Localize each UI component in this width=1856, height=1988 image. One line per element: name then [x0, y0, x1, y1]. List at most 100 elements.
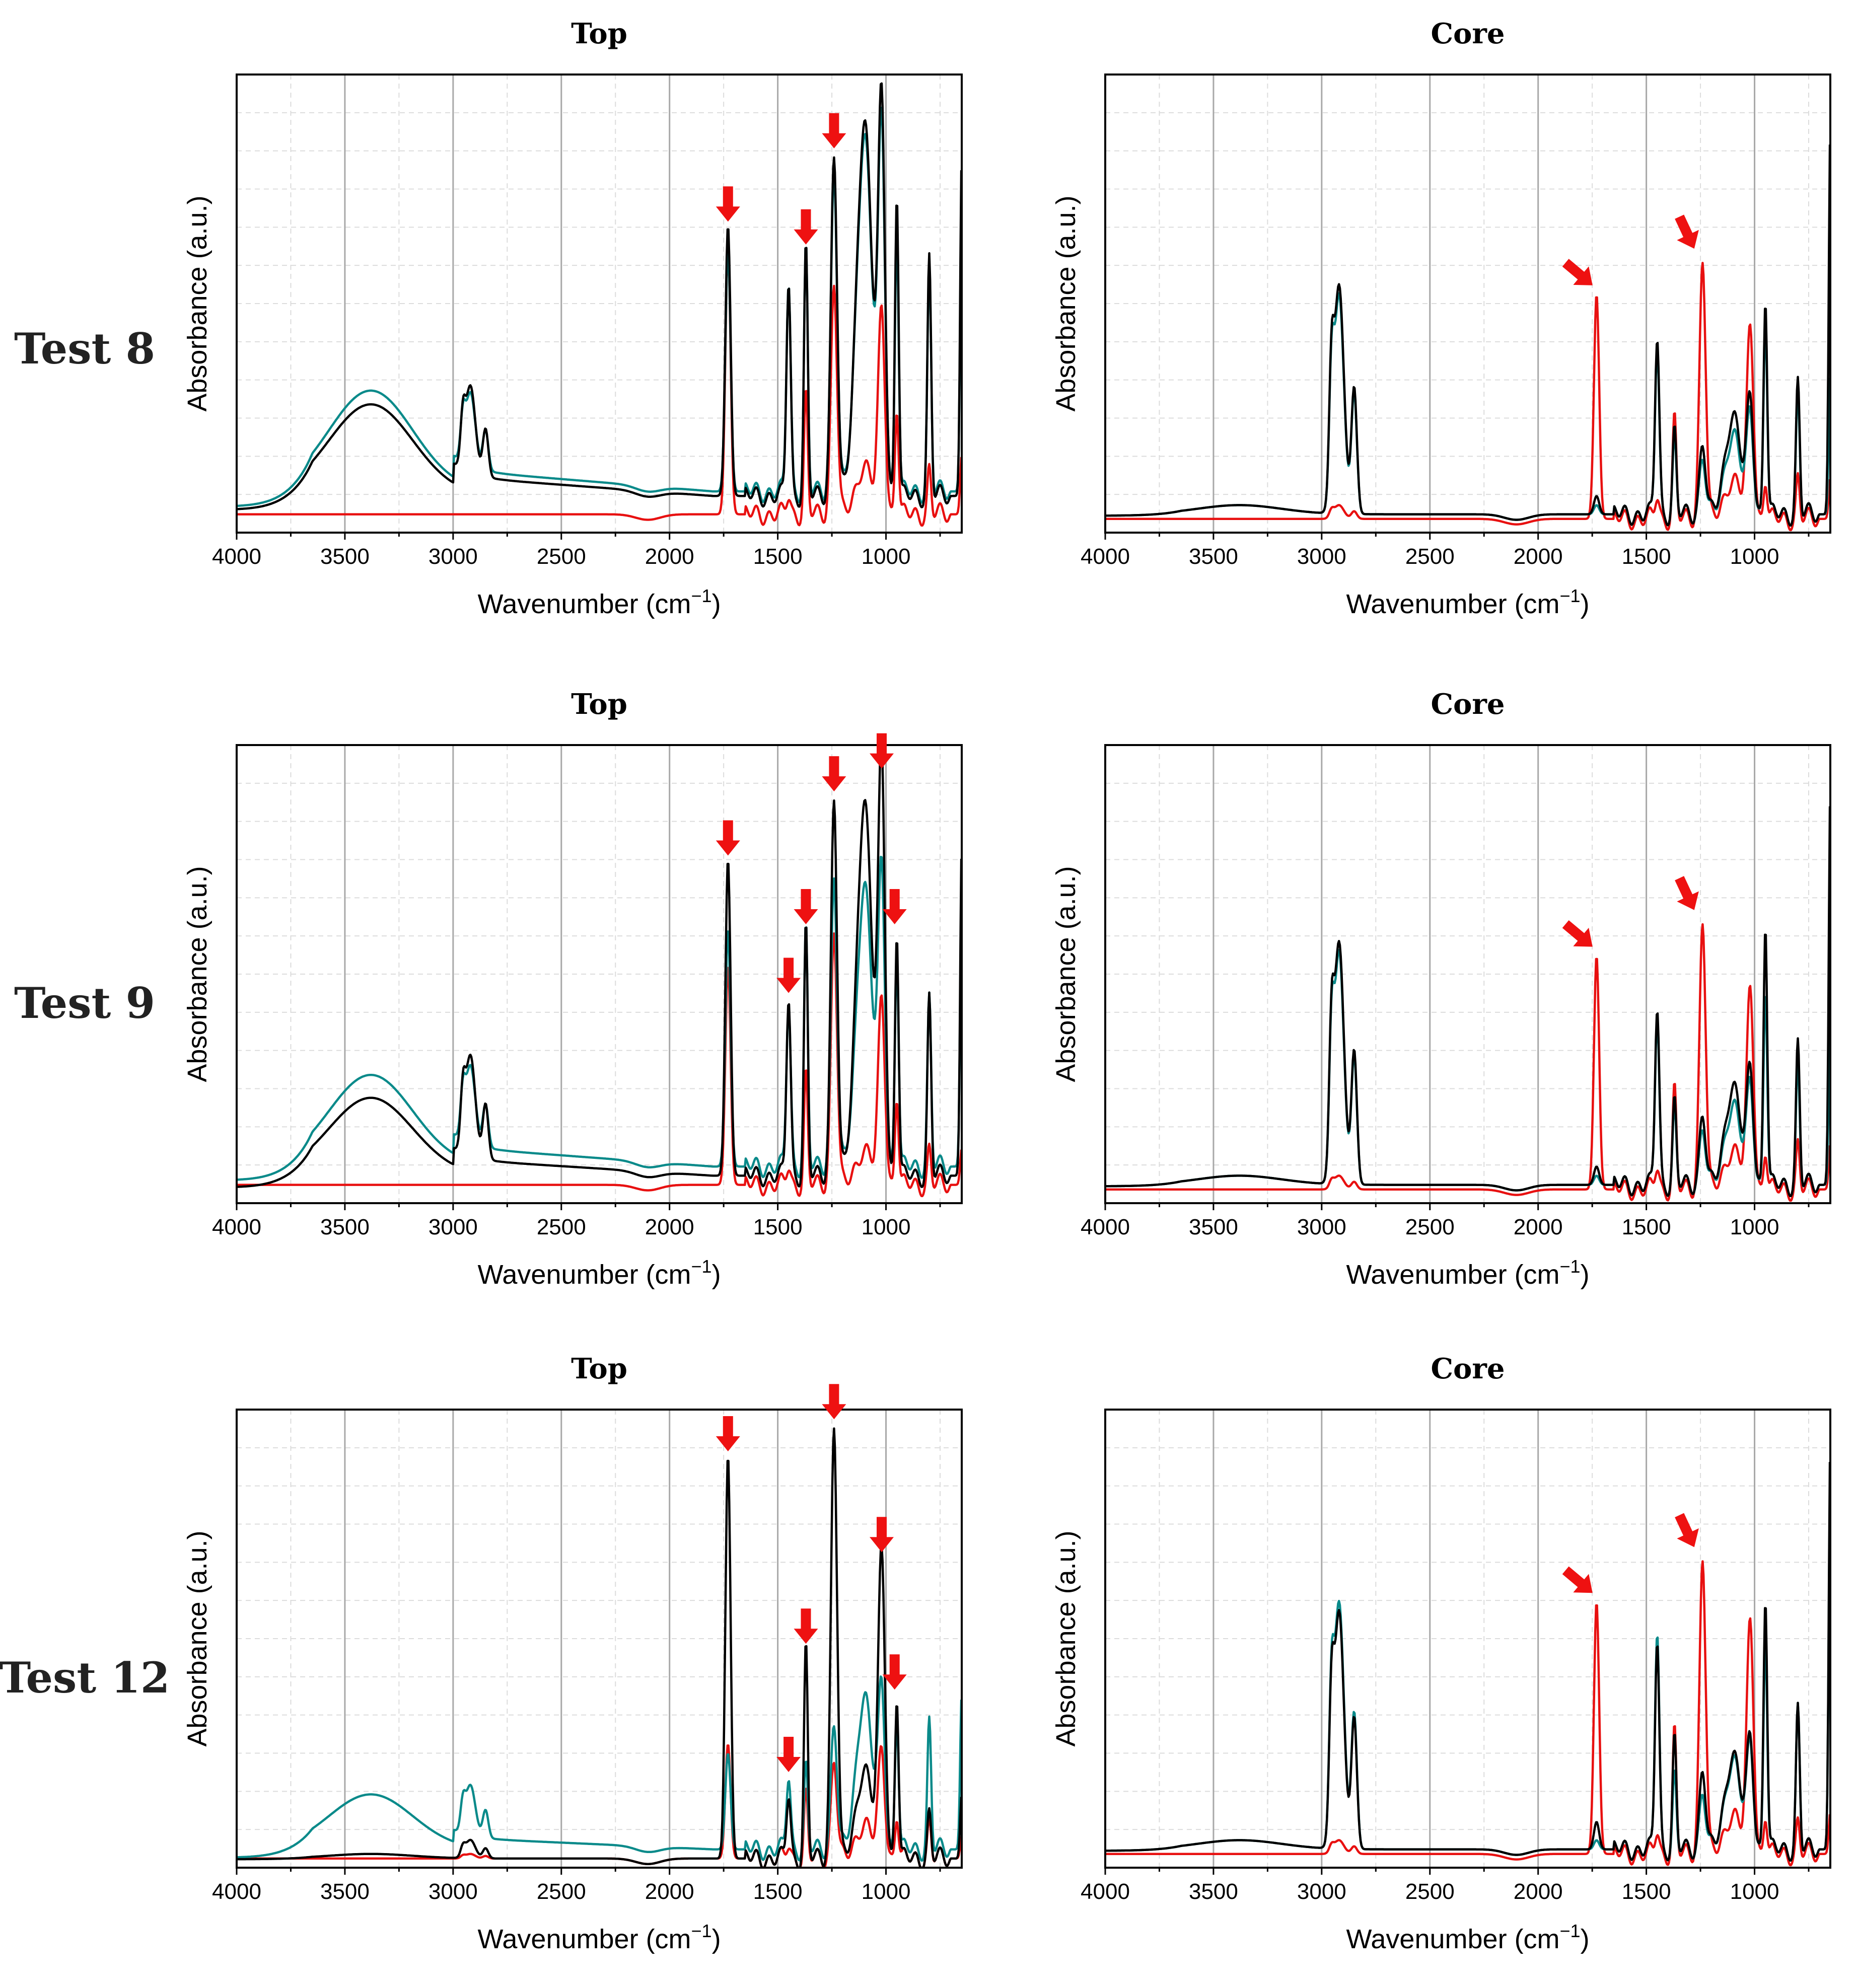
x-tick-label: 1000 — [862, 1879, 911, 1904]
x-axis-label: Wavenumber (cm−1) — [1346, 1921, 1589, 1954]
series-group — [1105, 1462, 1830, 1867]
peak-arrow — [716, 1416, 740, 1451]
x-tick-label: 3500 — [320, 544, 370, 569]
peak-arrow — [1675, 214, 1699, 249]
grid — [1105, 75, 1830, 533]
y-axis-label: Absorbance (a.u.) — [1051, 866, 1081, 1082]
panels: Top 4000 3500 3000 2500 2000 1500 1000 Wavenumbe… — [182, 17, 1831, 1954]
x-tick-label: 3000 — [1297, 1215, 1346, 1239]
series-red — [1105, 262, 1830, 532]
series-group — [1105, 806, 1830, 1202]
peak-arrow — [870, 733, 894, 769]
x-tick-label: 1000 — [1730, 1215, 1779, 1239]
series-group — [237, 1427, 962, 1868]
series-group — [237, 82, 962, 527]
x-tick-label: 3500 — [320, 1879, 370, 1904]
peak-arrow — [822, 1384, 846, 1420]
x-tick-label: 3500 — [1189, 1215, 1238, 1239]
peak-arrow — [1562, 259, 1593, 285]
x-tick-label: 1500 — [1622, 544, 1671, 569]
x-tick-label: 2000 — [1514, 1215, 1563, 1239]
x-tick-label: 4000 — [212, 1215, 261, 1239]
x-tick-label: 1500 — [1622, 1215, 1671, 1239]
chart-panel-0-1: Core 4000 3500 3000 2500 2000 1500 1000 Wavenumb… — [1051, 17, 1831, 619]
x-tick-label: 1500 — [753, 544, 803, 569]
series-black — [237, 745, 962, 1188]
y-axis-label: Absorbance (a.u.) — [1051, 195, 1081, 411]
series-red — [1105, 923, 1830, 1202]
x-tick-label: 1000 — [862, 1215, 911, 1239]
x-tick-label: 4000 — [1081, 1879, 1130, 1904]
x-tick-label: 1000 — [1730, 544, 1779, 569]
x-axis-label: Wavenumber (cm−1) — [477, 585, 721, 619]
grid — [1105, 1410, 1830, 1868]
x-axis-label: Wavenumber (cm−1) — [1346, 1256, 1589, 1290]
x-tick-label: 2000 — [645, 544, 694, 569]
series-red — [237, 251, 962, 527]
x-tick-label: 2000 — [645, 1215, 694, 1239]
x-tick-label: 4000 — [212, 1879, 261, 1904]
peak-arrow — [822, 113, 846, 149]
x-tick-label: 2000 — [1514, 1879, 1563, 1904]
grid — [1105, 745, 1830, 1203]
x-tick-label: 2000 — [645, 1879, 694, 1904]
peak-arrow — [1675, 1513, 1699, 1548]
x-tick-label: 2500 — [537, 544, 586, 569]
peak-arrow — [716, 820, 740, 856]
panel-title: Top — [571, 17, 627, 50]
peak-arrow — [776, 958, 801, 993]
x-tick-label: 3000 — [1297, 1879, 1346, 1904]
x-axis-label: Wavenumber (cm−1) — [477, 1256, 721, 1290]
chart-panel-1-0: Top 4000 3500 3000 2500 2000 1500 1000 Wavenumbe… — [182, 688, 963, 1290]
peak-arrow — [776, 1737, 801, 1772]
x-tick-label: 2500 — [1405, 1215, 1455, 1239]
x-tick-label: 1500 — [753, 1215, 803, 1239]
plot-frame — [236, 73, 963, 534]
row-label: Test 8 — [14, 324, 155, 374]
peak-arrow — [870, 1517, 894, 1553]
peak-arrow — [822, 756, 846, 792]
peak-arrow — [794, 1608, 818, 1644]
x-tick-label: 1000 — [862, 544, 911, 569]
plot-frame — [1104, 1409, 1831, 1869]
x-tick-label: 3000 — [1297, 544, 1346, 569]
series-group — [237, 745, 962, 1198]
x-tick-label: 3500 — [1189, 544, 1238, 569]
series-black — [237, 82, 962, 510]
series-group — [1105, 144, 1830, 532]
x-axis-label: Wavenumber (cm−1) — [1346, 585, 1589, 619]
chart-panel-2-1: Core 4000 3500 3000 2500 2000 1500 1000 Wavenumb… — [1051, 1352, 1831, 1954]
chart-panel-0-0: Top 4000 3500 3000 2500 2000 1500 1000 Wavenumbe… — [182, 17, 963, 619]
panel-title: Top — [571, 688, 627, 721]
series-red — [1105, 1560, 1830, 1867]
y-axis-label: Absorbance (a.u.) — [182, 195, 212, 411]
x-tick-label: 2500 — [537, 1215, 586, 1239]
plot-frame — [1104, 73, 1831, 534]
plot-frame — [236, 1409, 963, 1869]
x-tick-label: 2500 — [1405, 1879, 1455, 1904]
row-label: Test 12 — [0, 1653, 170, 1703]
peak-arrow — [1562, 1566, 1593, 1593]
chart-panel-1-1: Core 4000 3500 3000 2500 2000 1500 1000 Wavenumb… — [1051, 688, 1831, 1290]
x-tick-label: 4000 — [1081, 544, 1130, 569]
x-tick-label: 4000 — [212, 544, 261, 569]
grid — [237, 75, 962, 533]
plot-frame — [236, 744, 963, 1204]
series-black — [1105, 806, 1830, 1198]
series-red — [237, 932, 962, 1198]
y-axis-label: Absorbance (a.u.) — [182, 866, 212, 1082]
peak-arrow — [716, 186, 740, 222]
plot-frame — [1104, 744, 1831, 1204]
x-tick-label: 3000 — [429, 1879, 478, 1904]
panel-title: Top — [571, 1352, 627, 1385]
x-tick-label: 1500 — [1622, 1879, 1671, 1904]
x-tick-label: 2000 — [1514, 544, 1563, 569]
x-tick-label: 1000 — [1730, 1879, 1779, 1904]
chart-panel-2-0: Top 4000 3500 3000 2500 2000 1500 1000 Wavenumbe… — [182, 1352, 963, 1954]
peak-arrow — [794, 889, 818, 924]
x-tick-label: 4000 — [1081, 1215, 1130, 1239]
grid — [237, 745, 962, 1203]
peak-arrow — [882, 1654, 907, 1690]
series-black — [1105, 1462, 1830, 1862]
